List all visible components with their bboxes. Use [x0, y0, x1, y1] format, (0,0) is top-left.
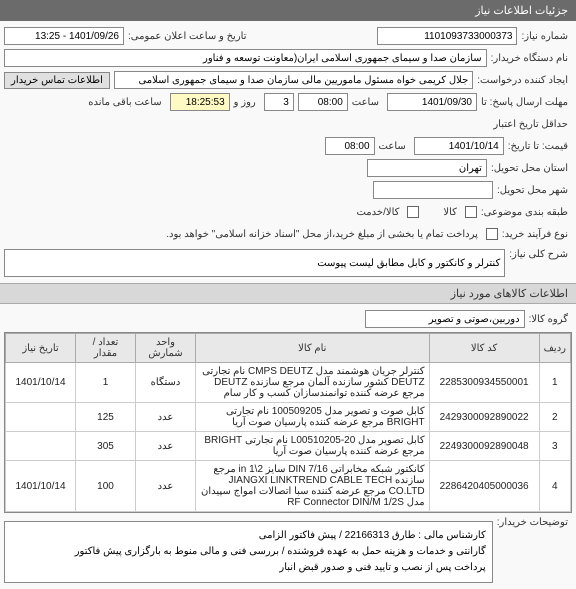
delivery-province-value[interactable]: تهران: [367, 159, 487, 177]
panel-header: جزئیات اطلاعات نیاز: [0, 0, 576, 21]
need-no-label: شماره نیاز:: [521, 31, 572, 42]
row-footer: توضیحات خریدار: کارشناس مالی : طارق 2216…: [4, 515, 572, 585]
budget-label: طبقه بندی موضوعی:: [481, 207, 572, 218]
footer-line3: پرداخت پس از نصب و تایید فنی و صدور قبض …: [11, 560, 486, 576]
row-goods-group: گروه کالا: دوربین،صوتی و تصویر: [4, 308, 572, 330]
footer-box: کارشناس مالی : طارق 22166313 / پیش فاکتو…: [4, 521, 493, 583]
contact-tab[interactable]: اطلاعات تماس خریدار: [4, 72, 110, 89]
delivery-city-value[interactable]: [373, 181, 493, 199]
deadline-time[interactable]: 08:00: [298, 93, 348, 111]
th-qty: تعداد / مقدار: [76, 334, 136, 363]
service-checkbox[interactable]: [407, 206, 419, 218]
cell-row: 4: [539, 461, 570, 512]
table-row[interactable]: 42286420405000036کانکتور شبکه مخابراتی D…: [6, 461, 571, 512]
row-min-valid: حداقل تاریخ اعتبار: [4, 113, 572, 135]
goods-checkbox[interactable]: [465, 206, 477, 218]
goods-form-area: گروه کالا: دوربین،صوتی و تصویر ردیف کد ک…: [0, 304, 576, 589]
min-valid-time[interactable]: 08:00: [325, 137, 375, 155]
footer-label: توضیحات خریدار:: [497, 517, 572, 528]
row-creator: ایجاد کننده درخواست: جلال کریمی خواه مسئ…: [4, 69, 572, 91]
th-code: کد کالا: [429, 334, 539, 363]
deadline-date[interactable]: 1401/09/30: [387, 93, 477, 111]
cell-row: 3: [539, 432, 570, 461]
th-name: نام کالا: [196, 334, 430, 363]
goods-chk-label: کالا: [443, 207, 461, 218]
buyer-name-value[interactable]: سازمان صدا و سیمای جمهوری اسلامی ایران(م…: [4, 49, 487, 67]
announce-date-value[interactable]: 1401/09/26 - 13:25: [4, 27, 124, 45]
cell-code: 2429300092890022: [429, 403, 539, 432]
cell-date: 1401/10/14: [6, 461, 76, 512]
process-type-label: نوع فرآیند خرید:: [502, 229, 572, 240]
cell-code: 2249300092890048: [429, 432, 539, 461]
cell-name: کانکتور شبکه مخابراتی DIN 7/16 سایز 2\1 …: [196, 461, 430, 512]
row-budget: طبقه بندی موضوعی: کالا کالا/خدمت: [4, 201, 572, 223]
delivery-city-label: شهر محل تحویل:: [497, 185, 572, 196]
min-valid-label: حداقل تاریخ اعتبار: [493, 119, 572, 130]
cell-row: 1: [539, 363, 570, 403]
cell-row: 2: [539, 403, 570, 432]
day-and-label: روز و: [234, 97, 260, 108]
goods-table: ردیف کد کالا نام کالا واحد شمارش تعداد /…: [5, 333, 571, 512]
delivery-province-label: استان محل تحویل:: [491, 163, 572, 174]
row-need-desc: شرح کلی نیاز: کنترلر و کانکتور و کابل مط…: [4, 247, 572, 279]
need-desc-value[interactable]: کنترلر و کانکتور و کابل مطابق لیست پیوست: [4, 249, 505, 277]
goods-section-bar: اطلاعات کالاهای مورد نیاز: [0, 283, 576, 304]
table-header-row: ردیف کد کالا نام کالا واحد شمارش تعداد /…: [6, 334, 571, 363]
cell-date: [6, 403, 76, 432]
days-value: 3: [264, 93, 294, 111]
cell-qty: 305: [76, 432, 136, 461]
cell-code: 2286420405000036: [429, 461, 539, 512]
deadline-label: مهلت ارسال پاسخ: تا: [481, 97, 572, 108]
payment-note: پرداخت تمام یا بخشی از مبلغ خرید،از محل …: [4, 229, 482, 240]
row-process-type: نوع فرآیند خرید: پرداخت تمام یا بخشی از …: [4, 223, 572, 245]
creator-value: جلال کریمی خواه مسئول ماموریین مالی سازم…: [114, 71, 473, 89]
cell-unit: عدد: [136, 461, 196, 512]
min-valid-date[interactable]: 1401/10/14: [414, 137, 504, 155]
time-label-2: ساعت: [379, 141, 410, 152]
cell-qty: 125: [76, 403, 136, 432]
cell-date: [6, 432, 76, 461]
goods-group-value[interactable]: دوربین،صوتی و تصویر: [365, 310, 525, 328]
cell-code: 2285300934550001: [429, 363, 539, 403]
price-label: قیمت: تا تاریخ:: [508, 141, 572, 152]
cell-name: کابل صوت و تصویر مدل 100509205 نام تجارت…: [196, 403, 430, 432]
details-panel: جزئیات اطلاعات نیاز شماره نیاز: 11010937…: [0, 0, 576, 589]
footer-line1: کارشناس مالی : طارق 22166313 / پیش فاکتو…: [11, 528, 486, 544]
table-row[interactable]: 32249300092890048کابل تصویر مدل L0051020…: [6, 432, 571, 461]
need-no-value[interactable]: 1101093733000373: [377, 27, 517, 45]
cell-date: 1401/10/14: [6, 363, 76, 403]
goods-table-wrap: ردیف کد کالا نام کالا واحد شمارش تعداد /…: [4, 332, 572, 513]
footer-line2: گارانتی و خدمات و هزینه حمل به عهده فروش…: [11, 544, 486, 560]
table-row[interactable]: 22429300092890022کابل صوت و تصویر مدل 10…: [6, 403, 571, 432]
remaining-time: 18:25:53: [170, 93, 230, 111]
row-buyer-name: نام دستگاه خریدار: سازمان صدا و سیمای جم…: [4, 47, 572, 69]
service-chk-label: کالا/خدمت: [356, 207, 403, 218]
th-date: تاریخ نیاز: [6, 334, 76, 363]
cell-qty: 1: [76, 363, 136, 403]
cell-name: کنترلر جریان هوشمند مدل CMPS DEUTZ نام ت…: [196, 363, 430, 403]
row-price-date: قیمت: تا تاریخ: 1401/10/14 ساعت 08:00: [4, 135, 572, 157]
row-delivery-city: شهر محل تحویل:: [4, 179, 572, 201]
cell-unit: عدد: [136, 403, 196, 432]
row-need-no: شماره نیاز: 1101093733000373 تاریخ و ساع…: [4, 25, 572, 47]
cell-unit: دستگاه: [136, 363, 196, 403]
cell-qty: 100: [76, 461, 136, 512]
buyer-name-label: نام دستگاه خریدار:: [491, 53, 572, 64]
remaining-label: ساعت باقی مانده: [88, 97, 165, 108]
cell-name: کابل تصویر مدل L00510205-20 نام تجارتی B…: [196, 432, 430, 461]
row-deadline: مهلت ارسال پاسخ: تا 1401/09/30 ساعت 08:0…: [4, 91, 572, 113]
th-row: ردیف: [539, 334, 570, 363]
th-unit: واحد شمارش: [136, 334, 196, 363]
cell-unit: عدد: [136, 432, 196, 461]
time-label-1: ساعت: [352, 97, 383, 108]
form-area: شماره نیاز: 1101093733000373 تاریخ و ساع…: [0, 21, 576, 283]
table-row[interactable]: 12285300934550001کنترلر جریان هوشمند مدل…: [6, 363, 571, 403]
need-desc-label: شرح کلی نیاز:: [509, 249, 572, 260]
row-delivery-province: استان محل تحویل: تهران: [4, 157, 572, 179]
creator-label: ایجاد کننده درخواست:: [477, 75, 572, 86]
announce-date-label: تاریخ و ساعت اعلان عمومی:: [128, 31, 251, 42]
process-checkbox[interactable]: [486, 228, 498, 240]
goods-group-label: گروه کالا:: [529, 314, 572, 325]
